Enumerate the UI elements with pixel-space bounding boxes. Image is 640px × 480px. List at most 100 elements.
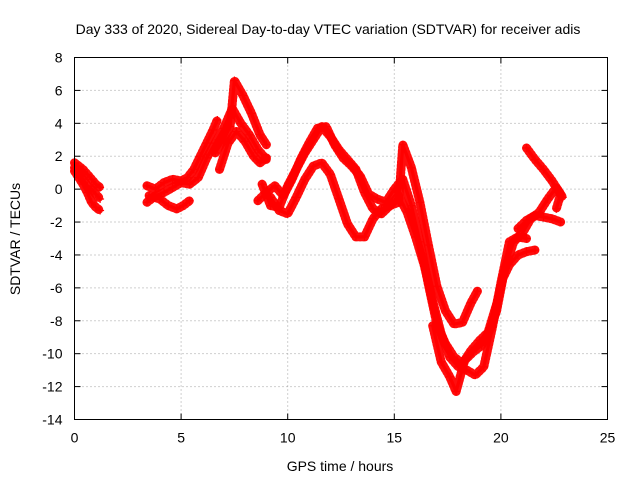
data-point [473,287,482,296]
data-point [179,201,188,210]
data-point [452,387,461,396]
data-point [428,321,437,330]
data-point [168,183,177,192]
data-point [373,195,382,204]
data-point [241,137,250,146]
data-point [403,208,412,217]
y-tick-label: 8 [55,50,63,66]
grid-lines [74,57,608,420]
data-point [253,145,262,154]
data-point [177,178,186,187]
x-tick-label: 15 [387,430,403,446]
data-point [407,201,416,210]
y-axis-label: SDTVAR / TECUs [7,183,23,295]
data-point [539,165,548,174]
data-point [155,195,164,204]
series-trace [266,140,482,329]
y-tick-label: -14 [42,412,62,428]
data-point [224,139,233,148]
data-point [215,165,224,174]
series-track-14 [522,143,566,214]
data-point [317,158,326,167]
data-point [486,325,495,333]
data-point [334,145,343,154]
data-point [343,155,352,164]
series-core [269,143,479,326]
data-point [513,250,522,259]
y-tick-label: 6 [55,82,63,98]
data-point [185,196,194,205]
data-point [262,140,271,149]
series-core [431,248,537,394]
data-point [209,125,218,134]
data-point [317,122,326,131]
data-point [96,206,105,215]
y-tick-label: -2 [50,214,63,230]
data-point [351,232,360,241]
data-point [386,201,395,210]
data-point [505,260,514,269]
data-point [479,362,488,371]
y-tick-label: 4 [55,115,63,131]
data-point [309,135,318,144]
data-point [360,232,369,241]
data-point [556,190,565,199]
data-point [232,127,241,136]
data-point [145,191,154,200]
series-core [213,78,268,155]
data-point [428,297,437,306]
y-tick-label: -12 [42,379,62,395]
data-point [266,193,275,202]
y-tick-label: -6 [50,280,63,296]
data-point [415,198,424,207]
data-point [236,119,245,128]
data-point [270,181,279,190]
data-point [548,214,557,223]
data-point [360,188,369,197]
data-point [368,214,377,223]
data-point [168,175,177,184]
data-point [539,213,548,222]
data-point [420,260,429,269]
x-tick-label: 20 [493,430,509,446]
data-point [471,371,480,380]
data-point [91,203,100,212]
data-point [522,247,531,256]
data-point [230,76,239,85]
x-axis-label: GPS time / hours [287,458,394,474]
data-point [255,158,264,167]
data-point [411,232,420,241]
series-track-8 [215,127,271,174]
data-point [343,219,352,228]
data-point [172,204,181,213]
data-point [194,173,203,182]
data-point [326,132,335,141]
data-point [548,176,557,185]
data-point [283,181,292,190]
plot-frame [74,57,608,420]
data-point [202,153,211,162]
data-point [492,306,501,315]
series-track-10 [257,122,531,380]
data-point [142,181,151,190]
data-point [283,209,292,218]
data-point [556,218,565,227]
data-point [505,237,514,246]
data-point [79,175,88,184]
data-point [202,139,211,148]
series-track-6 [144,191,195,214]
data-point [458,318,467,327]
data-point [449,320,458,329]
data-point [398,140,407,149]
y-tick-label: 0 [55,181,63,197]
series-track-7 [210,76,271,158]
data-point [477,341,486,350]
series-track-4 [142,115,222,194]
data-point [469,348,478,357]
data-point [253,196,262,205]
series-track-13 [513,211,566,234]
data-point [91,180,100,189]
data-point [460,356,469,365]
data-point [292,193,301,202]
data-point [160,188,169,197]
